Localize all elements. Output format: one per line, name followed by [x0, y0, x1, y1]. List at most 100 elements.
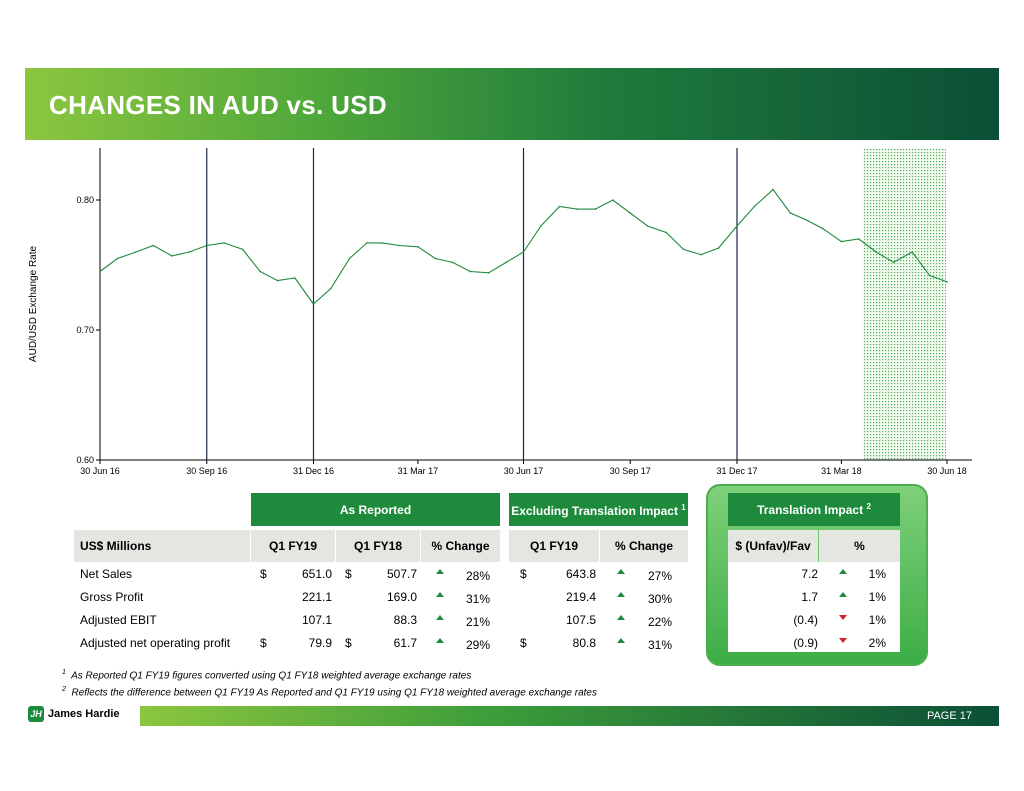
data-point [665, 231, 668, 234]
data-point [381, 242, 383, 244]
data-point [875, 251, 878, 253]
value-pct-change: 28% [465, 569, 490, 583]
logo-mark-icon: JH [28, 706, 44, 722]
data-point [116, 257, 119, 260]
data-point [294, 277, 296, 279]
x-tick-label: 30 Sep 17 [610, 466, 651, 476]
up-arrow-icon [617, 638, 625, 643]
data-point [840, 240, 843, 243]
col-imp-pct-header: % [819, 530, 900, 562]
data-point [434, 257, 437, 260]
value-ex-q1fy19: 219.4 [565, 590, 596, 604]
up-arrow-icon [436, 569, 444, 574]
col-ex-q1fy19-header: Q1 FY19 [509, 530, 599, 562]
value-impact-pct: 1% [868, 590, 886, 604]
title-bar: CHANGES IN AUD vs. USD [25, 68, 999, 140]
currency-symbol: $ [260, 636, 267, 650]
data-point [366, 242, 368, 244]
footnote-1: 1 As Reported Q1 FY19 figures converted … [62, 669, 472, 682]
data-point [822, 227, 824, 230]
data-point [398, 244, 401, 247]
up-arrow-icon [436, 592, 444, 597]
data-point [736, 225, 738, 227]
col-q1fy19-header: Q1 FY19 [251, 530, 335, 562]
page-number: PAGE 17 [926, 710, 972, 722]
y-axis-label: AUD/USD Exchange Rate [28, 245, 39, 362]
value-unfav-fav: (0.4) [793, 613, 818, 627]
data-point [753, 205, 756, 208]
value-ex-q1fy19: 107.5 [565, 613, 596, 627]
x-tick-label: 31 Mar 17 [398, 466, 439, 476]
value-impact-pct: 1% [868, 567, 886, 581]
data-point [451, 261, 454, 264]
data-point [540, 225, 542, 227]
data-point [188, 251, 191, 253]
row-label: Gross Profit [80, 590, 144, 604]
up-arrow-icon [436, 615, 444, 620]
data-point [259, 270, 261, 273]
x-tick-label: 30 Jun 18 [927, 466, 967, 476]
value-ex-pct: 22% [647, 615, 672, 629]
data-point [330, 287, 332, 290]
up-arrow-icon [617, 592, 625, 597]
data-point [646, 225, 649, 227]
shaded-period [863, 148, 946, 460]
up-arrow-icon [436, 638, 444, 643]
currency-symbol: $ [345, 567, 352, 581]
data-point [469, 270, 471, 273]
value-pct-change: 21% [465, 615, 490, 629]
value-q1fy18: 507.7 [386, 567, 417, 581]
y-tick-label: 0.80 [76, 195, 94, 205]
data-point [348, 257, 351, 260]
value-unfav-fav: 7.2 [801, 567, 818, 581]
col-pct-header: % Change [421, 530, 500, 562]
data-point [629, 212, 632, 214]
value-q1fy19: 107.1 [301, 613, 332, 627]
logo-text: James Hardie [48, 708, 120, 720]
value-q1fy18: 61.7 [393, 636, 417, 650]
value-q1fy18: 88.3 [393, 613, 417, 627]
value-ex-q1fy19: 80.8 [572, 636, 596, 650]
row-label: Net Sales [80, 567, 133, 581]
data-point [858, 238, 860, 240]
value-impact-pct: 1% [868, 613, 886, 627]
data-point [241, 248, 244, 251]
up-arrow-icon [839, 592, 847, 597]
data-point [682, 248, 685, 251]
data-point [946, 281, 948, 283]
data-point [417, 246, 419, 248]
y-tick-label: 0.60 [76, 455, 94, 465]
value-impact-pct: 2% [868, 636, 886, 650]
group-as-reported: As Reported [251, 493, 500, 526]
data-point [892, 261, 895, 264]
col-unfav-header: $ (Unfav)/Fav [728, 530, 818, 562]
x-tick-label: 31 Dec 17 [716, 466, 757, 476]
x-tick-label: 30 Jun 16 [80, 466, 120, 476]
footer-bar [140, 706, 999, 726]
value-unfav-fav: (0.9) [793, 636, 818, 650]
data-point [312, 303, 315, 305]
company-logo: JH James Hardie [28, 706, 120, 722]
group-excluding: Excluding Translation Impact 1 [509, 493, 688, 526]
value-ex-pct: 30% [647, 592, 672, 606]
col-label-header: US$ Millions [74, 530, 250, 562]
data-point [152, 244, 155, 247]
data-point [487, 272, 490, 274]
x-tick-label: 31 Dec 16 [293, 466, 334, 476]
value-q1fy19: 221.1 [301, 590, 332, 604]
col-ex-pct-header: % Change [600, 530, 688, 562]
data-point [576, 208, 578, 210]
value-ex-q1fy19: 643.8 [565, 567, 596, 581]
value-q1fy19: 79.9 [308, 636, 332, 650]
data-point [928, 274, 931, 277]
data-point [612, 199, 614, 201]
down-arrow-icon [839, 615, 847, 620]
down-arrow-icon [839, 638, 847, 643]
value-ex-pct: 27% [647, 569, 672, 583]
data-point [717, 247, 720, 249]
data-point [522, 251, 525, 253]
group-translation-impact-label: Translation Impact 2 [728, 493, 900, 526]
data-point [804, 218, 807, 221]
data-point [99, 270, 101, 273]
data-point [700, 253, 702, 256]
